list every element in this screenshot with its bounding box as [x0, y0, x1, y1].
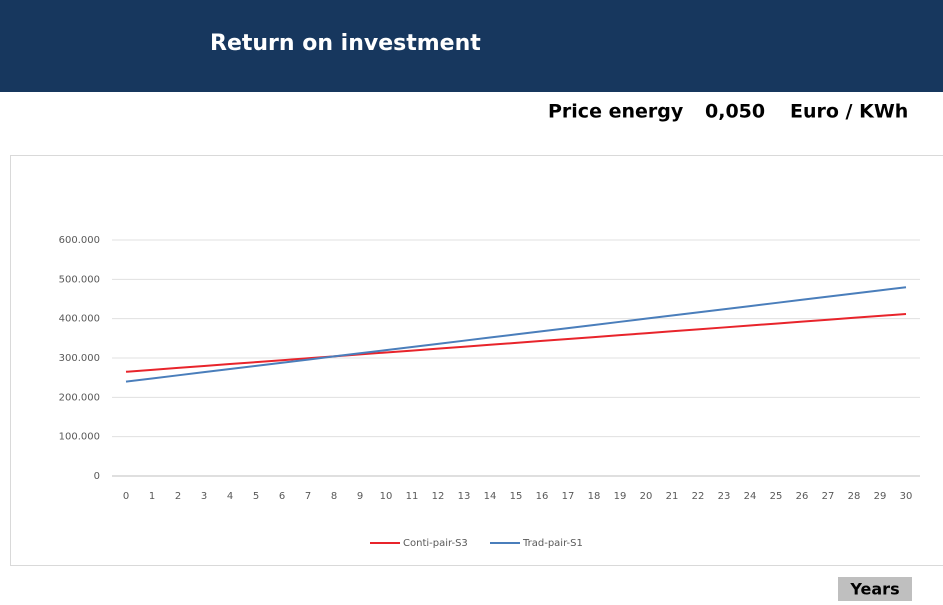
x-tick-label: 25 [770, 491, 783, 502]
price-unit: Euro / KWh [790, 101, 908, 123]
x-tick-label: 28 [848, 491, 861, 502]
x-tick-label: 20 [640, 491, 653, 502]
x-tick-label: 18 [588, 491, 601, 502]
x-tick-label: 7 [305, 491, 311, 502]
x-tick-label: 6 [279, 491, 285, 502]
y-tick-label: 400.000 [59, 314, 100, 325]
x-tick-label: 10 [380, 491, 393, 502]
x-tick-label: 2 [175, 491, 181, 502]
y-tick-label: 0 [94, 471, 100, 482]
x-tick-label: 9 [357, 491, 363, 502]
x-tick-label: 23 [718, 491, 731, 502]
x-tick-label: 29 [874, 491, 887, 502]
x-tick-label: 24 [744, 491, 757, 502]
price-label: Price energy [548, 101, 684, 123]
x-tick-label: 26 [796, 491, 809, 502]
price-value: 0,050 [705, 101, 765, 123]
x-tick-label: 8 [331, 491, 337, 502]
x-tick-label: 4 [227, 491, 233, 502]
x-axis-label: Years [849, 580, 899, 599]
x-tick-label: 13 [458, 491, 471, 502]
x-tick-label: 27 [822, 491, 835, 502]
x-tick-label: 12 [432, 491, 445, 502]
y-tick-label: 600.000 [59, 235, 100, 246]
legend-label: Conti-pair-S3 [403, 538, 468, 549]
legend-label: Trad-pair-S1 [522, 538, 583, 549]
x-tick-label: 11 [406, 491, 419, 502]
x-tick-label: 19 [614, 491, 627, 502]
chart-frame [11, 156, 943, 566]
x-tick-label: 3 [201, 491, 207, 502]
x-tick-label: 21 [666, 491, 679, 502]
x-tick-label: 16 [536, 491, 549, 502]
x-tick-label: 14 [484, 491, 497, 502]
y-tick-label: 100.000 [59, 432, 100, 443]
x-tick-label: 15 [510, 491, 523, 502]
y-tick-label: 200.000 [59, 392, 100, 403]
x-tick-label: 1 [149, 491, 155, 502]
y-tick-label: 500.000 [59, 274, 100, 285]
header-title: Return on investment [210, 31, 481, 56]
x-tick-label: 0 [123, 491, 129, 502]
x-tick-label: 22 [692, 491, 705, 502]
x-tick-label: 5 [253, 491, 259, 502]
y-tick-label: 300.000 [59, 353, 100, 364]
x-tick-label: 17 [562, 491, 575, 502]
x-tick-label: 30 [900, 491, 913, 502]
